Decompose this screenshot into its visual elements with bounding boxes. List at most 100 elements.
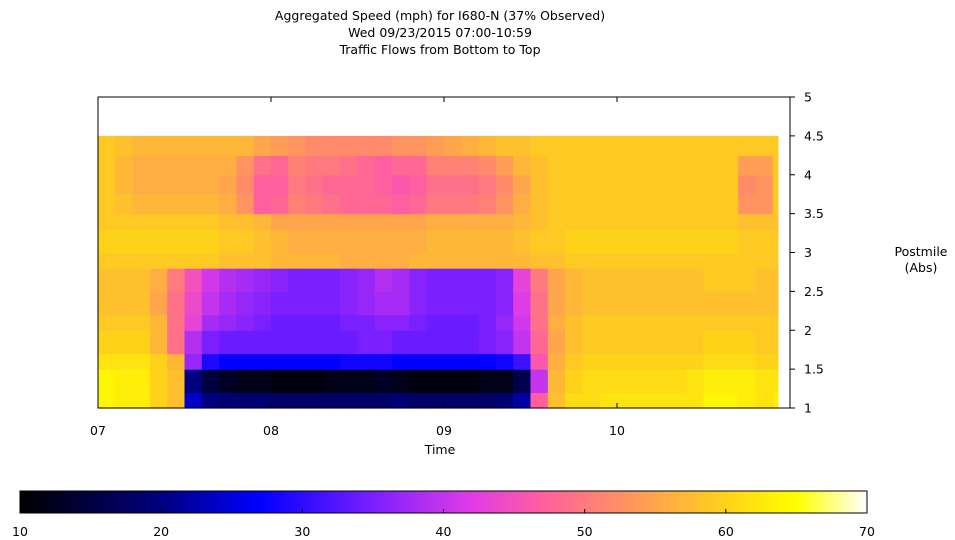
heat-cell [461,194,480,215]
heat-cell [305,353,324,370]
heat-cell [444,174,462,195]
heat-cell [772,174,779,195]
heat-cell [253,291,272,316]
heat-cell [236,213,255,230]
heat-cell [686,155,705,176]
x-tick-label: 08 [263,423,279,438]
heat-cell [582,369,601,394]
heat-cell [219,194,237,215]
heat-cell [582,174,601,195]
heat-cell [322,194,341,215]
heat-cell [322,135,341,156]
heat-cell [686,392,705,409]
heat-cell [426,268,445,292]
heat-cell [184,314,203,331]
heat-cell [703,314,722,331]
heat-cell [236,135,255,156]
heat-cell [703,252,722,269]
heat-cell [271,369,289,394]
heat-cell [755,229,774,254]
heat-cell [565,314,583,331]
heat-cell [547,369,566,394]
heat-cell [253,330,272,355]
heat-cell [322,314,341,331]
heat-cell [149,252,168,269]
heat-cell [357,353,376,370]
heat-cell [271,213,289,230]
heat-cell [167,268,186,292]
y-tick-label: 2 [804,323,812,338]
heat-cell [357,194,376,215]
heat-cell [513,155,532,176]
heat-cell [478,291,497,316]
colorbar-tick-label: 70 [859,524,875,539]
heat-cell [374,135,393,156]
x-tick-label: 07 [90,423,106,438]
heat-cell [357,268,376,292]
heat-cell [495,392,514,409]
heat-cell [322,268,341,292]
heat-cell [340,330,359,355]
colorbar-tick-label: 30 [294,524,310,539]
heat-cell [599,155,618,176]
heat-cell [478,369,497,394]
heat-cell [547,268,566,292]
heat-cell [495,330,514,355]
heat-cell [149,155,168,176]
heat-cell [599,229,618,254]
heat-cell [340,194,359,215]
heat-cell [513,268,532,292]
heat-cell [374,213,393,230]
heat-cell [219,135,237,156]
heat-cell [340,213,359,230]
heat-cell [565,369,583,394]
heat-cell [599,369,618,394]
heat-cell [426,155,445,176]
heat-cell [530,369,549,394]
heat-cell [530,353,549,370]
heat-cell [634,392,653,409]
heat-cell [409,369,428,394]
heat-cell [513,330,532,355]
heat-cell [513,194,532,215]
heat-cell [547,174,566,195]
heat-cell [461,252,480,269]
heat-cell [340,392,359,409]
heat-cell [582,229,601,254]
heat-cell [288,392,307,409]
heat-cell [357,330,376,355]
heat-cell [392,268,410,292]
heat-cell [444,314,462,331]
heat-cell [530,174,549,195]
heat-cell [565,155,583,176]
heat-cell [115,369,134,394]
heat-cell [392,194,410,215]
heat-cell [738,213,756,230]
heat-cell [253,268,272,292]
heat-cell [392,155,410,176]
heat-cell [149,213,168,230]
heat-cell [720,353,739,370]
heat-cell [738,194,756,215]
heat-cell [738,135,756,156]
heat-cell [426,174,445,195]
heat-cell [201,353,220,370]
heat-cell [340,229,359,254]
heat-cell [201,213,220,230]
heat-cell [98,268,116,292]
heat-cell [426,330,445,355]
heat-cell [167,330,186,355]
heat-cell [513,314,532,331]
heat-cell [149,314,168,331]
heat-cell [392,252,410,269]
heat-cell [738,174,756,195]
heat-cell [651,174,670,195]
heat-cell [426,229,445,254]
heat-cell [115,174,134,195]
heat-cell [478,155,497,176]
heat-cell [132,268,151,292]
heat-cell [547,314,566,331]
heat-cell [149,229,168,254]
heat-cell [219,155,237,176]
heat-cell [530,194,549,215]
